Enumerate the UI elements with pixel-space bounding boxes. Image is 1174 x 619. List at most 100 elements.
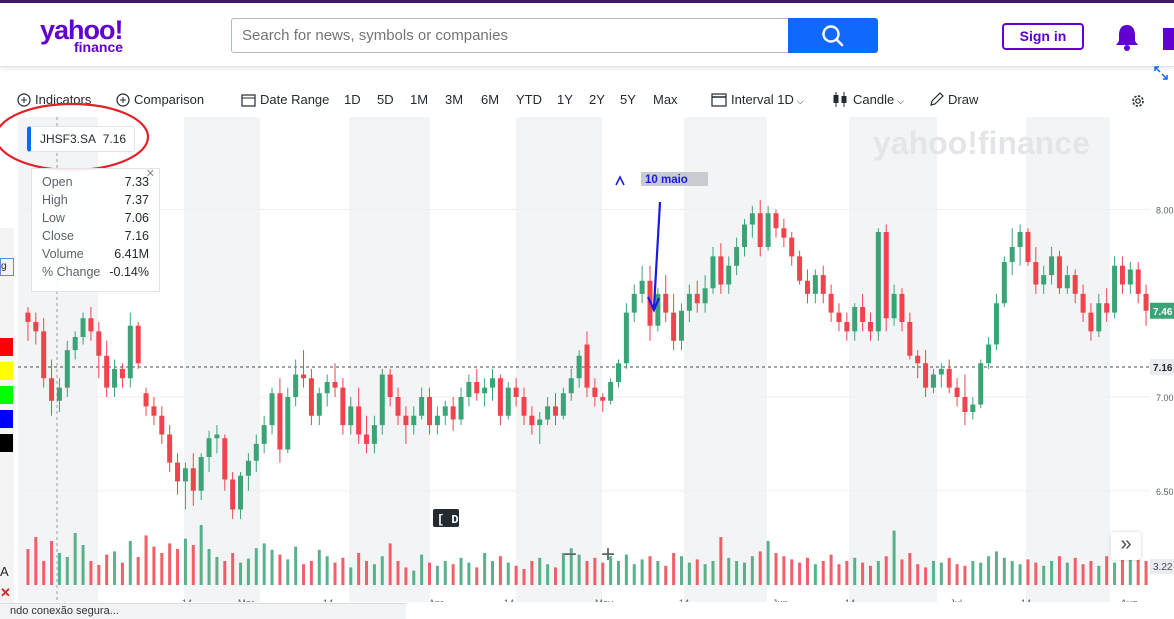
volume-bar [892,530,896,585]
comparison-button[interactable]: Comparison [116,92,204,107]
range-1d[interactable]: 1D [344,92,361,107]
interval-dropdown[interactable]: Interval 1D ⌵ [711,92,804,107]
candle-body [1025,232,1031,262]
candle-body [1088,312,1094,332]
dividend-marker [433,509,459,527]
volume-bar [963,565,967,585]
sign-in-button[interactable]: Sign in [1002,23,1084,50]
candle-body [1033,262,1039,285]
month-band [684,117,767,602]
x-tick-label: May [595,598,613,602]
yahoo-finance-logo[interactable]: yahoo! finance [40,15,135,55]
volume-bar [577,554,581,585]
range-5d[interactable]: 5D [377,92,394,107]
color-yellow-swatch[interactable] [0,362,13,380]
pencil-icon [930,92,944,106]
color-blue-swatch[interactable] [0,410,13,428]
range-6m[interactable]: 6M [481,92,500,107]
color-green-swatch[interactable] [0,386,13,404]
range-ytd[interactable]: YTD [516,92,542,107]
candle-body [442,406,448,416]
gear-icon[interactable] [1130,93,1146,109]
volume-bar [593,557,597,585]
candle-body [490,378,496,388]
color-red-swatch[interactable] [0,338,13,356]
volume-bar [947,557,951,585]
text-tool-icon[interactable]: A [0,564,9,579]
volume-bar [483,553,487,585]
volume-bar [160,553,164,585]
volume-bar [215,557,219,585]
candle-body [1041,275,1047,285]
candle-body [820,275,826,294]
volume-bar [57,553,61,585]
chart-type-label: Candle [853,92,895,107]
ticker-label[interactable]: JHSF3.SA 7.16 [27,126,136,152]
price-chart[interactable]: yahoo!finance 8.00 7.00 6.50 7.46 7.16 3.22 14 M… [0,117,1174,602]
color-black-swatch[interactable] [0,434,13,452]
search-button[interactable] [788,18,878,53]
candle-body [970,404,976,412]
month-band [184,117,260,602]
candle-body [230,479,236,510]
arrow-head-icon [647,296,661,313]
caret-up-icon [615,175,625,186]
x-tick-label: 14 [504,598,515,602]
chart-type-dropdown[interactable]: Candle ⌵ [831,92,904,107]
candle-body [726,265,732,285]
range-max[interactable]: Max [653,92,678,107]
range-2y[interactable]: 2Y [589,92,605,107]
zoom-in-icon[interactable]: + [601,541,616,568]
volume-bar [357,553,361,585]
dividend-marker-text: [ D [437,513,459,527]
candle-body [261,425,267,444]
expand-chevrons-icon[interactable]: » [1111,532,1141,560]
fullscreen-icon[interactable] [1154,66,1168,80]
volume-bar [341,557,345,585]
close-icon[interactable]: ✕ [145,168,155,180]
candle-body [474,382,480,394]
candle-body [206,438,212,457]
candle-body [25,312,31,322]
x-tick-label: Aug [1121,598,1138,602]
candle-body [72,337,78,351]
volume-bar [325,556,329,585]
volume-bar [616,561,620,585]
candle-body [1143,293,1149,311]
candle-body [639,280,645,294]
x-tick-label: 14 [323,598,334,602]
zoom-out-icon[interactable]: − [563,541,578,568]
volume-bar [199,525,203,585]
candle-body [789,237,795,257]
candle-body [765,213,771,247]
candle-body [1049,256,1055,276]
mail-icon[interactable] [1163,28,1174,50]
volume-bar [246,558,250,585]
date-range-button[interactable]: Date Range [241,92,329,107]
volume-bar [1136,537,1140,585]
volume-bar [207,549,211,585]
range-1y[interactable]: 1Y [557,92,573,107]
indicators-icon [17,93,31,107]
range-5y[interactable]: 5Y [620,92,636,107]
bell-icon[interactable] [1113,22,1141,52]
volume-bar [931,561,935,585]
delete-icon[interactable]: ✕ [0,585,11,600]
tool-text-g[interactable]: g [0,258,14,276]
draw-label: Draw [948,92,979,107]
search-input[interactable] [231,18,789,53]
candle-body [167,434,173,463]
drawing-tools-panel: g A ✕ [0,228,14,619]
candle-body [741,224,747,247]
range-3m[interactable]: 3M [445,92,464,107]
volume-bar [231,553,235,585]
volume-bar [1113,562,1117,585]
logo-text-finance: finance [74,39,124,55]
draw-button[interactable]: Draw [929,92,978,107]
candle-body [64,350,70,388]
ticker-price: 7.16 [102,132,127,146]
range-1m[interactable]: 1M [410,92,429,107]
volume-bar [632,564,636,585]
volume-bar [829,554,833,585]
volume-bar [262,543,266,585]
